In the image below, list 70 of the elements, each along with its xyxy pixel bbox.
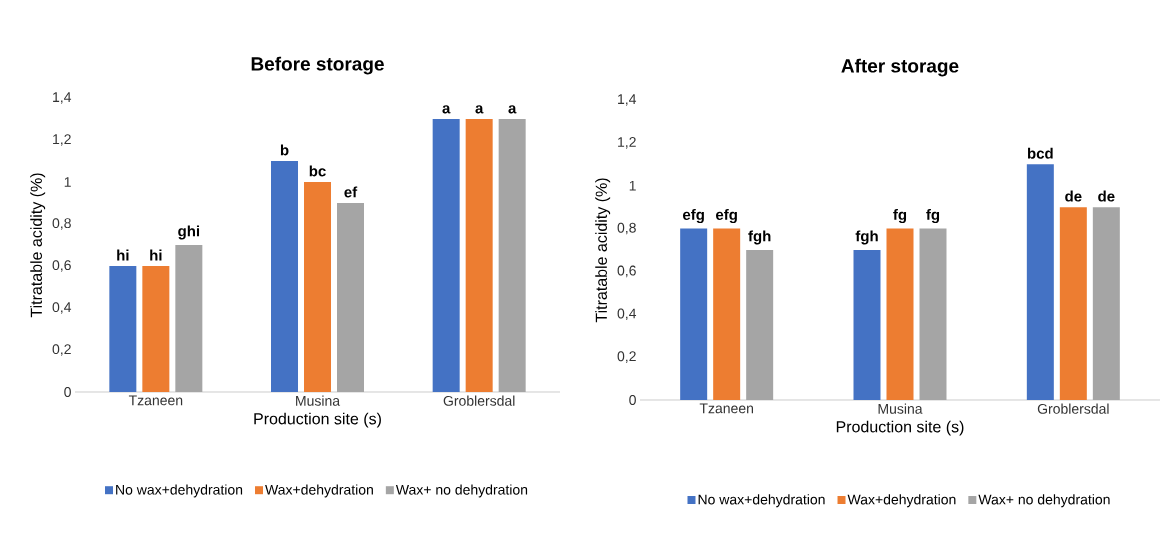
data-label: hi: [117, 249, 129, 261]
bar: [713, 228, 741, 400]
y-tick-label: 0,4: [52, 302, 72, 314]
data-label: de: [1098, 190, 1115, 202]
bar: [337, 202, 364, 392]
y-tick-label: 0,8: [617, 222, 636, 235]
x-tick-label: Tzaneen: [699, 403, 753, 414]
bar: [432, 118, 460, 392]
x-tick-label: Musina: [878, 403, 923, 414]
y-tick-label: 0: [629, 395, 636, 405]
y-tick-label: 1,4: [618, 94, 637, 106]
legend-label: Wax+dehydration: [265, 484, 373, 498]
data-label: fgh: [748, 230, 771, 245]
data-label: efg: [683, 208, 704, 224]
y-tick-label: 0,8: [52, 218, 71, 230]
y-tick-label: 0,2: [52, 344, 71, 356]
bar: [175, 244, 203, 392]
data-label: ghi: [178, 225, 200, 240]
data-label: fg: [893, 208, 907, 224]
x-tick-label: Groblersdal: [443, 395, 515, 406]
y-tick-label: 0,6: [52, 260, 71, 272]
data-label: bcd: [1027, 147, 1053, 159]
y-axis-title: Titratable acidity (%): [595, 178, 611, 323]
y-tick-label: 1: [64, 177, 71, 187]
data-label: fgh: [855, 230, 878, 245]
x-axis-title: Production site (s): [836, 420, 964, 436]
data-label: de: [1065, 190, 1082, 202]
data-label: a: [442, 105, 451, 114]
bar: [680, 228, 708, 400]
legend-label: No wax+dehydration: [698, 494, 825, 508]
bar: [465, 118, 493, 392]
bar: [886, 228, 914, 400]
y-tick-label: 1: [629, 180, 636, 191]
bar: [109, 265, 137, 392]
bar: [498, 118, 526, 392]
legend-label: Wax+ no dehydration: [395, 484, 528, 498]
data-label: b: [280, 144, 289, 156]
x-tick-label: Musina: [296, 395, 341, 406]
y-tick-label: 1,2: [53, 134, 71, 146]
bar: [271, 160, 299, 392]
bar: [1092, 207, 1120, 400]
y-tick-label: 0: [64, 387, 71, 397]
y-tick-label: 1,4: [53, 92, 72, 104]
legend-label: No wax+dehydration: [116, 484, 243, 498]
legend-label: Wax+dehydration: [847, 494, 956, 508]
x-axis-title: Production site (s): [254, 412, 381, 428]
y-tick-label: 0,4: [617, 308, 637, 321]
data-label: efg: [716, 208, 737, 224]
chart-title: After storage: [841, 58, 959, 77]
data-label: ef: [344, 186, 358, 198]
legend-label: Wax+ no dehydration: [978, 494, 1110, 508]
data-label: bc: [309, 165, 326, 177]
chart-title: Before storage: [251, 56, 384, 75]
y-tick-label: 1,2: [618, 137, 636, 149]
x-tick-label: Groblersdal: [1037, 403, 1109, 414]
x-tick-label: Tzaneen: [128, 395, 183, 406]
data-label: fg: [926, 208, 940, 224]
y-tick-label: 0,2: [617, 351, 636, 363]
bar: [919, 228, 947, 400]
data-label: a: [508, 105, 517, 114]
bar: [746, 249, 774, 400]
bar: [1026, 164, 1054, 400]
data-label: hi: [150, 249, 162, 261]
y-axis-title: Titratable acidity (%): [30, 173, 46, 318]
bar: [1059, 207, 1087, 400]
bar: [142, 265, 170, 392]
bar: [304, 181, 332, 392]
y-tick-label: 0,6: [617, 265, 636, 278]
data-label: a: [475, 105, 484, 114]
bar: [853, 249, 881, 400]
